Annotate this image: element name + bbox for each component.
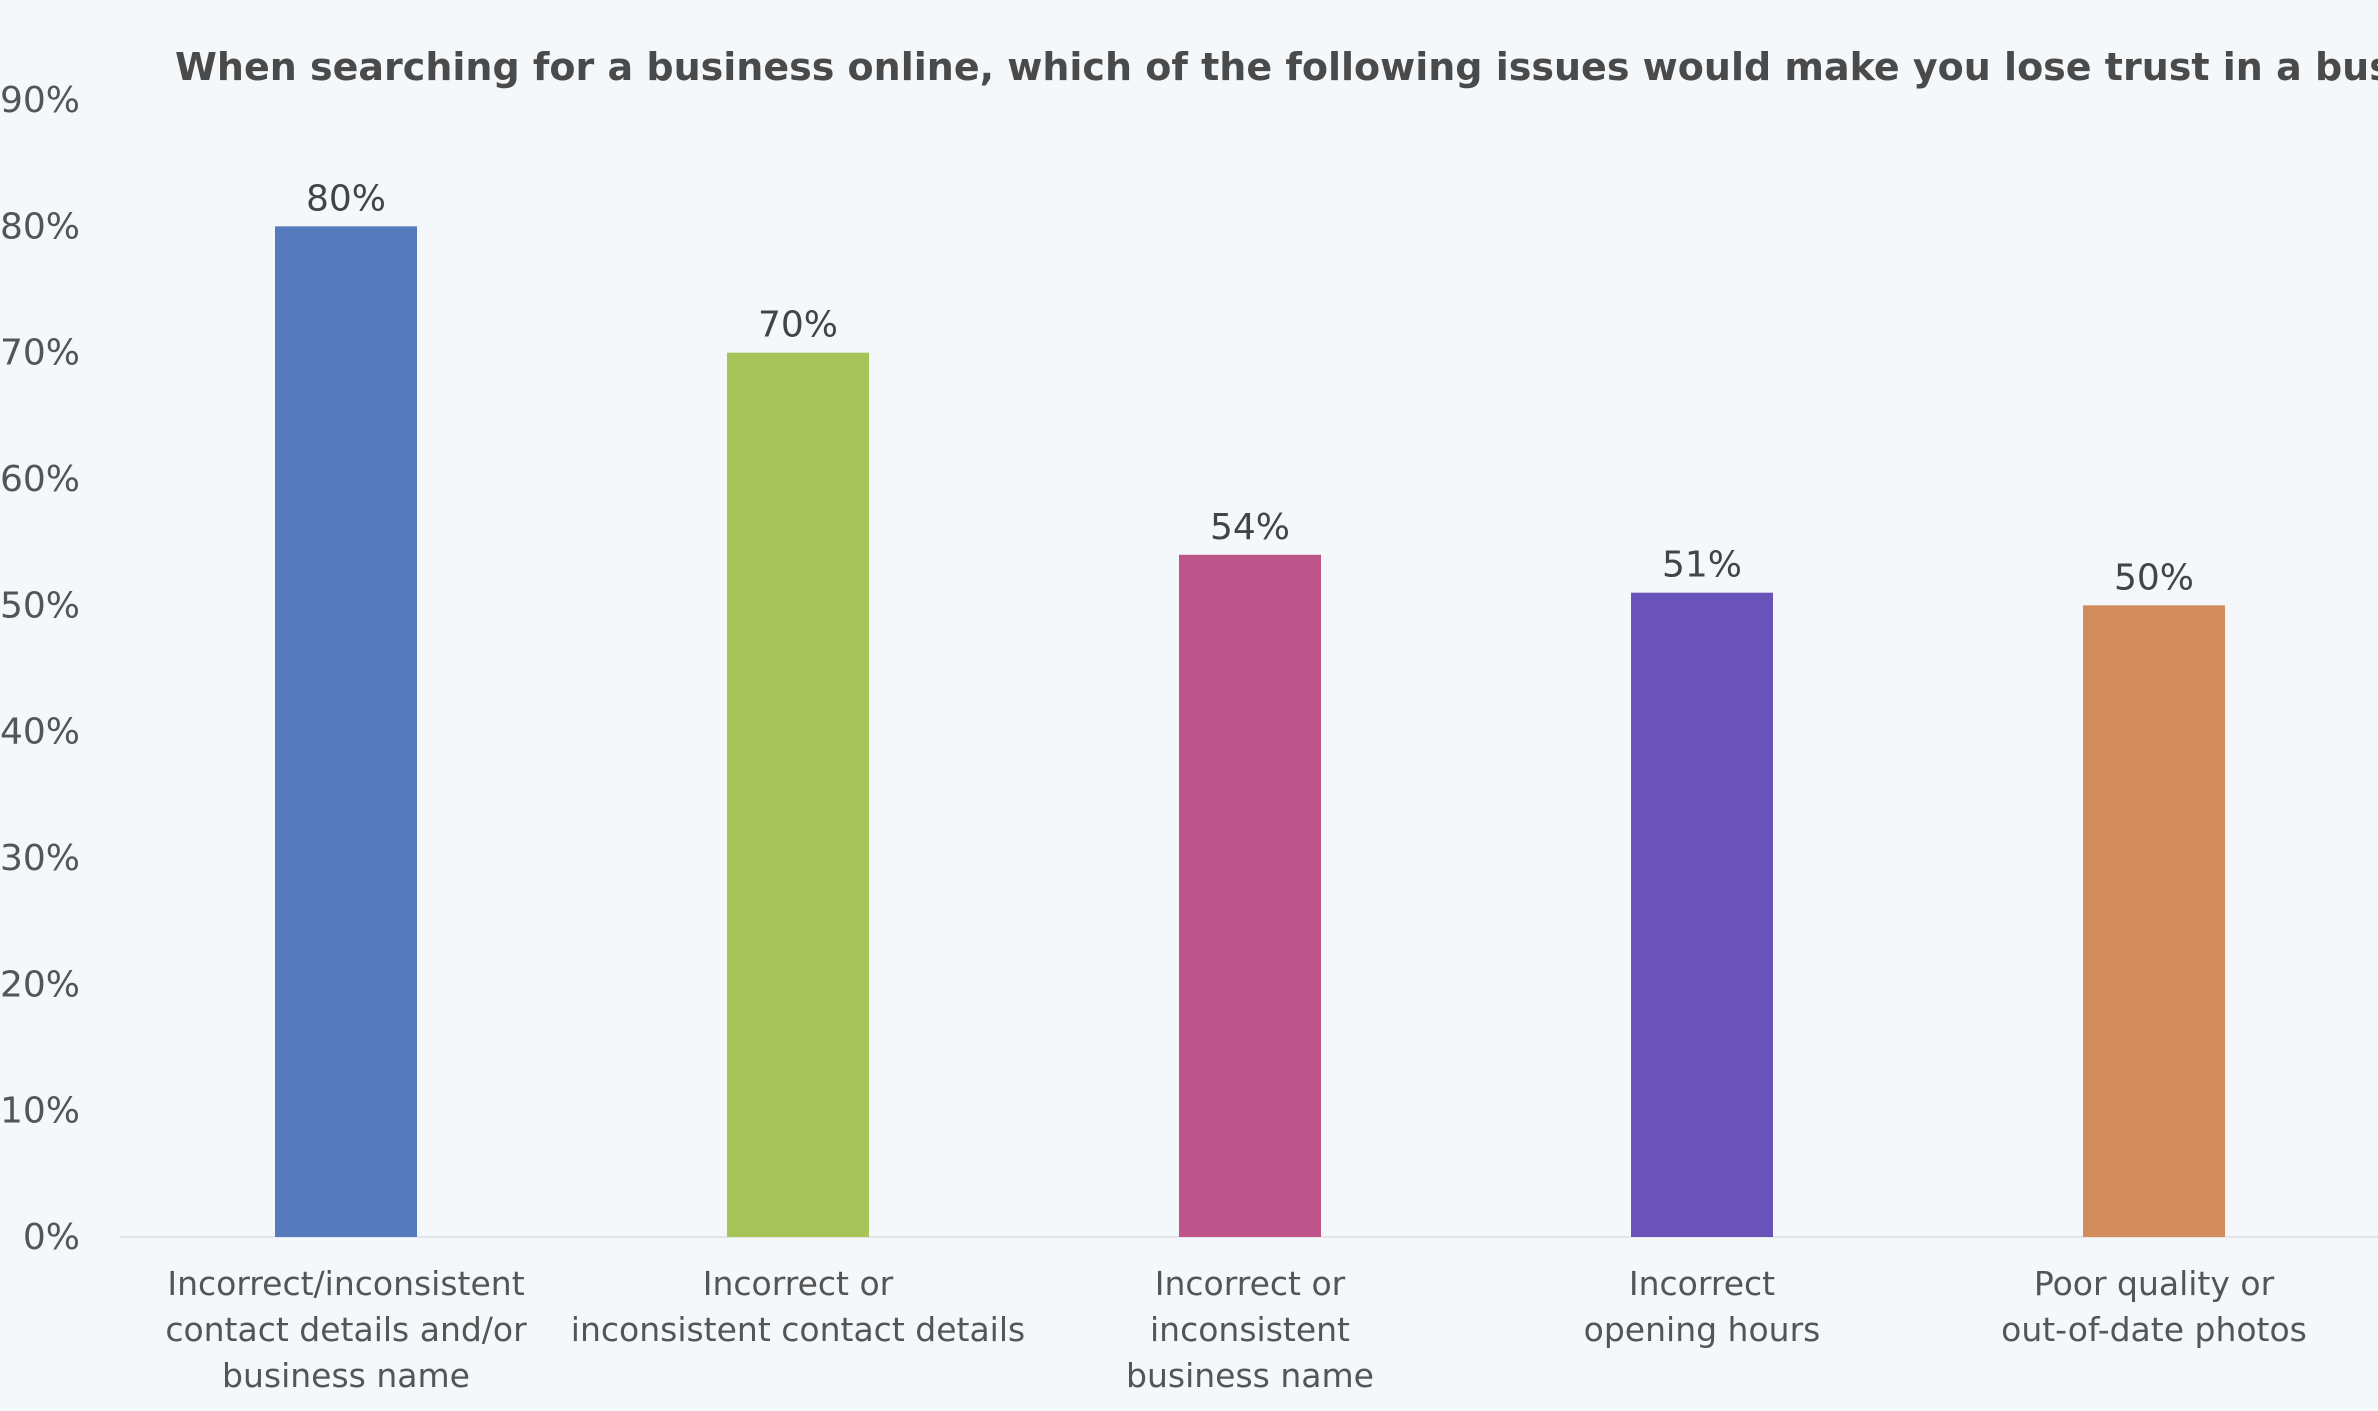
y-tick-label: 70% (0, 333, 80, 374)
data-labels: 80% 70% 54% 51% 50% (306, 178, 2194, 598)
bars (275, 226, 2225, 1238)
bar (2083, 605, 2225, 1237)
bar (1631, 592, 1773, 1237)
y-tick-label: 90% (0, 80, 80, 121)
category-label-line: contact details and/or (165, 1310, 527, 1349)
y-tick-label: 20% (0, 964, 80, 1005)
y-tick-label: 80% (0, 206, 80, 247)
bar (727, 352, 869, 1238)
y-tick-label: 50% (0, 585, 80, 626)
bar (1179, 554, 1321, 1237)
category-label-line: Incorrect (1629, 1264, 1775, 1303)
y-tick-label: 10% (0, 1091, 80, 1132)
data-label: 54% (1210, 507, 1290, 548)
category-label-line: business name (1126, 1356, 1374, 1395)
y-tick-label: 60% (0, 459, 80, 500)
category-label-line: Incorrect or (703, 1264, 894, 1303)
y-axis: 0% 10% 20% 30% 40% 50% 60% 70% 80% 90% (0, 80, 80, 1258)
category-label-line: Incorrect/inconsistent (167, 1264, 524, 1303)
category-label-line: Poor quality or (2034, 1264, 2275, 1303)
category-label-line: inconsistent contact details (571, 1310, 1025, 1349)
category-label-line: out-of-date photos (2001, 1310, 2307, 1349)
category-label-line: inconsistent (1150, 1310, 1350, 1349)
y-tick-label: 0% (23, 1217, 80, 1258)
data-label: 70% (758, 305, 838, 346)
chart-title: When searching for a business online, wh… (175, 45, 2378, 89)
category-label-line: Incorrect or (1155, 1264, 1346, 1303)
data-label: 50% (2114, 557, 2194, 598)
category-label-line: business name (222, 1356, 470, 1395)
bar (275, 226, 417, 1238)
category-label-line: opening hours (1584, 1310, 1821, 1349)
x-axis: Incorrect/inconsistent contact details an… (165, 1264, 2307, 1395)
category-label: Incorrect/inconsistent contact details an… (165, 1264, 527, 1395)
y-tick-label: 30% (0, 838, 80, 879)
data-label: 80% (306, 178, 386, 219)
category-label: Poor quality or out-of-date photos (2001, 1264, 2307, 1349)
category-label: Incorrect or inconsistent business name (1126, 1264, 1374, 1395)
category-label: Incorrect opening hours (1584, 1264, 1821, 1349)
y-tick-label: 40% (0, 712, 80, 753)
data-label: 51% (1662, 545, 1742, 586)
category-label: Incorrect or inconsistent contact details (571, 1264, 1025, 1349)
